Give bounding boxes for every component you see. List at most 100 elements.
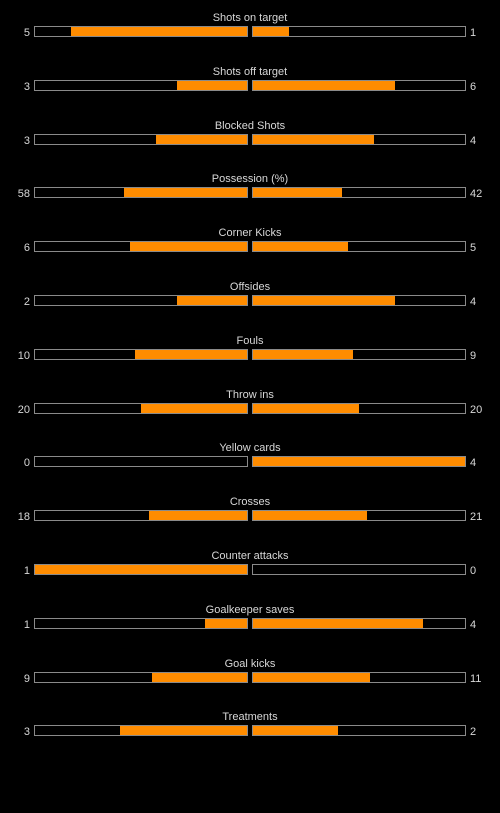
away-bar-track: [252, 671, 466, 683]
away-bar-track: [252, 456, 466, 468]
away-bar: [253, 511, 368, 521]
away-bar: [253, 457, 465, 467]
home-bar-track: [34, 564, 248, 575]
away-value: 21: [470, 511, 483, 524]
away-bar-track: [252, 564, 466, 575]
stat-label: Yellow cards: [219, 442, 281, 455]
stat-row: Treatments 3 2: [0, 711, 500, 751]
away-value: 2: [470, 726, 477, 739]
stat-row: Blocked Shots 3 4: [0, 120, 500, 160]
home-bar: [177, 80, 247, 90]
away-bar-track: [252, 725, 466, 737]
away-bar-track: [252, 295, 466, 306]
away-bar: [253, 403, 359, 413]
home-bar-track: [34, 79, 248, 91]
away-value: 4: [470, 134, 477, 147]
away-value: 4: [470, 618, 477, 631]
stat-label: Offsides: [229, 281, 271, 293]
stat-row: Offsides 2 4: [0, 281, 500, 321]
home-bar-track: [34, 725, 248, 737]
home-bar-track: [34, 671, 248, 683]
away-value: 6: [470, 80, 477, 93]
stat-row: Goal kicks 9 11: [0, 658, 500, 698]
away-bar: [253, 188, 343, 198]
away-value: 0: [470, 565, 477, 577]
home-value: 6: [23, 242, 30, 255]
stat-label: Possession (%): [211, 173, 289, 186]
away-bar-track: [252, 617, 466, 629]
away-bar: [253, 726, 338, 736]
stat-row: Counter attacks 1 0: [0, 550, 500, 590]
away-bar-track: [252, 26, 466, 37]
away-value: 20: [470, 403, 483, 416]
home-bar-track: [34, 348, 248, 360]
home-value: 9: [23, 672, 30, 685]
home-bar-track: [34, 133, 248, 145]
stat-row: Throw ins 20 20: [0, 389, 500, 429]
stat-label: Throw ins: [226, 388, 274, 401]
away-bar-track: [252, 187, 466, 199]
home-bar: [177, 296, 247, 305]
home-bar-track: [34, 295, 248, 306]
stat-label: Corner Kicks: [218, 227, 282, 240]
away-value: 5: [470, 242, 477, 255]
home-bar-track: [34, 26, 248, 37]
home-value: 5: [23, 27, 30, 39]
home-value: 3: [23, 134, 30, 147]
away-value: 4: [470, 457, 477, 470]
stat-row: Shots off target 3 6: [0, 66, 500, 106]
home-value: 20: [17, 403, 30, 416]
home-value: 10: [17, 349, 30, 362]
stat-row: Crosses 18 21: [0, 496, 500, 536]
away-value: 9: [470, 349, 477, 362]
home-bar: [130, 242, 247, 252]
away-bar-track: [252, 348, 466, 360]
home-value: 18: [17, 511, 30, 524]
away-bar: [253, 618, 423, 628]
away-value: 42: [470, 188, 483, 201]
stat-label: Crosses: [229, 496, 271, 509]
stat-label: Blocked Shots: [214, 119, 286, 132]
home-value: 2: [23, 296, 30, 308]
home-bar: [35, 565, 247, 574]
away-bar-track: [252, 133, 466, 145]
away-bar: [253, 672, 370, 682]
home-bar-track: [34, 241, 248, 253]
stat-label: Fouls: [236, 334, 264, 347]
home-bar: [149, 511, 247, 521]
away-bar-track: [252, 241, 466, 253]
stat-label: Shots off target: [212, 65, 288, 78]
away-bar: [253, 349, 353, 359]
home-bar: [151, 672, 247, 682]
stat-row: Shots on target 5 1: [0, 12, 500, 52]
home-bar: [155, 134, 247, 144]
home-bar-track: [34, 187, 248, 199]
away-bar: [253, 134, 374, 144]
stat-label: Counter attacks: [211, 550, 289, 562]
home-value: 0: [23, 457, 30, 470]
home-value: 3: [23, 726, 30, 739]
stat-label: Treatments: [222, 711, 278, 724]
away-bar-track: [252, 510, 466, 522]
home-bar: [119, 726, 247, 736]
home-bar: [141, 403, 247, 413]
home-value: 3: [23, 80, 30, 93]
away-bar: [253, 296, 396, 305]
away-value: 11: [470, 672, 482, 685]
stat-row: Yellow cards 0 4: [0, 442, 500, 482]
home-value: 58: [17, 188, 30, 201]
home-value: 1: [23, 618, 30, 631]
away-value: 1: [470, 27, 477, 39]
away-bar: [253, 27, 290, 36]
stat-row: Corner Kicks 6 5: [0, 227, 500, 267]
stat-label: Goalkeeper saves: [205, 603, 295, 616]
stat-row: Possession (%) 58 42: [0, 173, 500, 213]
home-bar-track: [34, 510, 248, 522]
stat-row: Goalkeeper saves 1 4: [0, 604, 500, 644]
stat-label: Shots on target: [212, 12, 288, 24]
away-bar-track: [252, 402, 466, 414]
home-bar: [71, 27, 247, 36]
home-bar: [204, 618, 247, 628]
away-bar-track: [252, 79, 466, 91]
